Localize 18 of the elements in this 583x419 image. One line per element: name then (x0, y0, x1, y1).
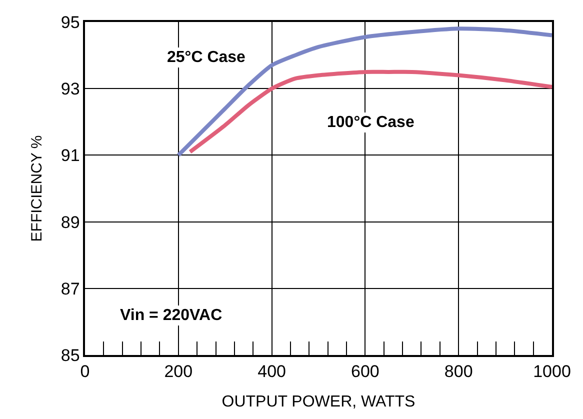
y-axis-title: EFFICIENCY % (28, 135, 46, 242)
y-tick-label: 91 (60, 146, 80, 166)
x-tick-label: 200 (164, 362, 193, 382)
x-tick-label: 600 (351, 362, 380, 382)
y-tick-label: 93 (60, 80, 80, 99)
annotation: 100°C Case (327, 114, 414, 131)
x-tick-label: 400 (258, 362, 286, 382)
annotation: 25°C Case (167, 49, 246, 66)
y-tick-label: 89 (60, 212, 80, 232)
x-axis-title: OUTPUT POWER, WATTS (222, 393, 416, 410)
y-tick-label: 95 (60, 12, 80, 32)
x-tick-label: 800 (444, 362, 473, 382)
line-series (188, 70, 552, 154)
x-tick-label: 1000 (533, 362, 571, 382)
annotation: Vin = 220VAC (120, 307, 223, 324)
y-tick-label: 87 (60, 279, 80, 298)
y-tick-label: 85 (60, 346, 80, 365)
x-tick-label: 0 (80, 362, 90, 382)
